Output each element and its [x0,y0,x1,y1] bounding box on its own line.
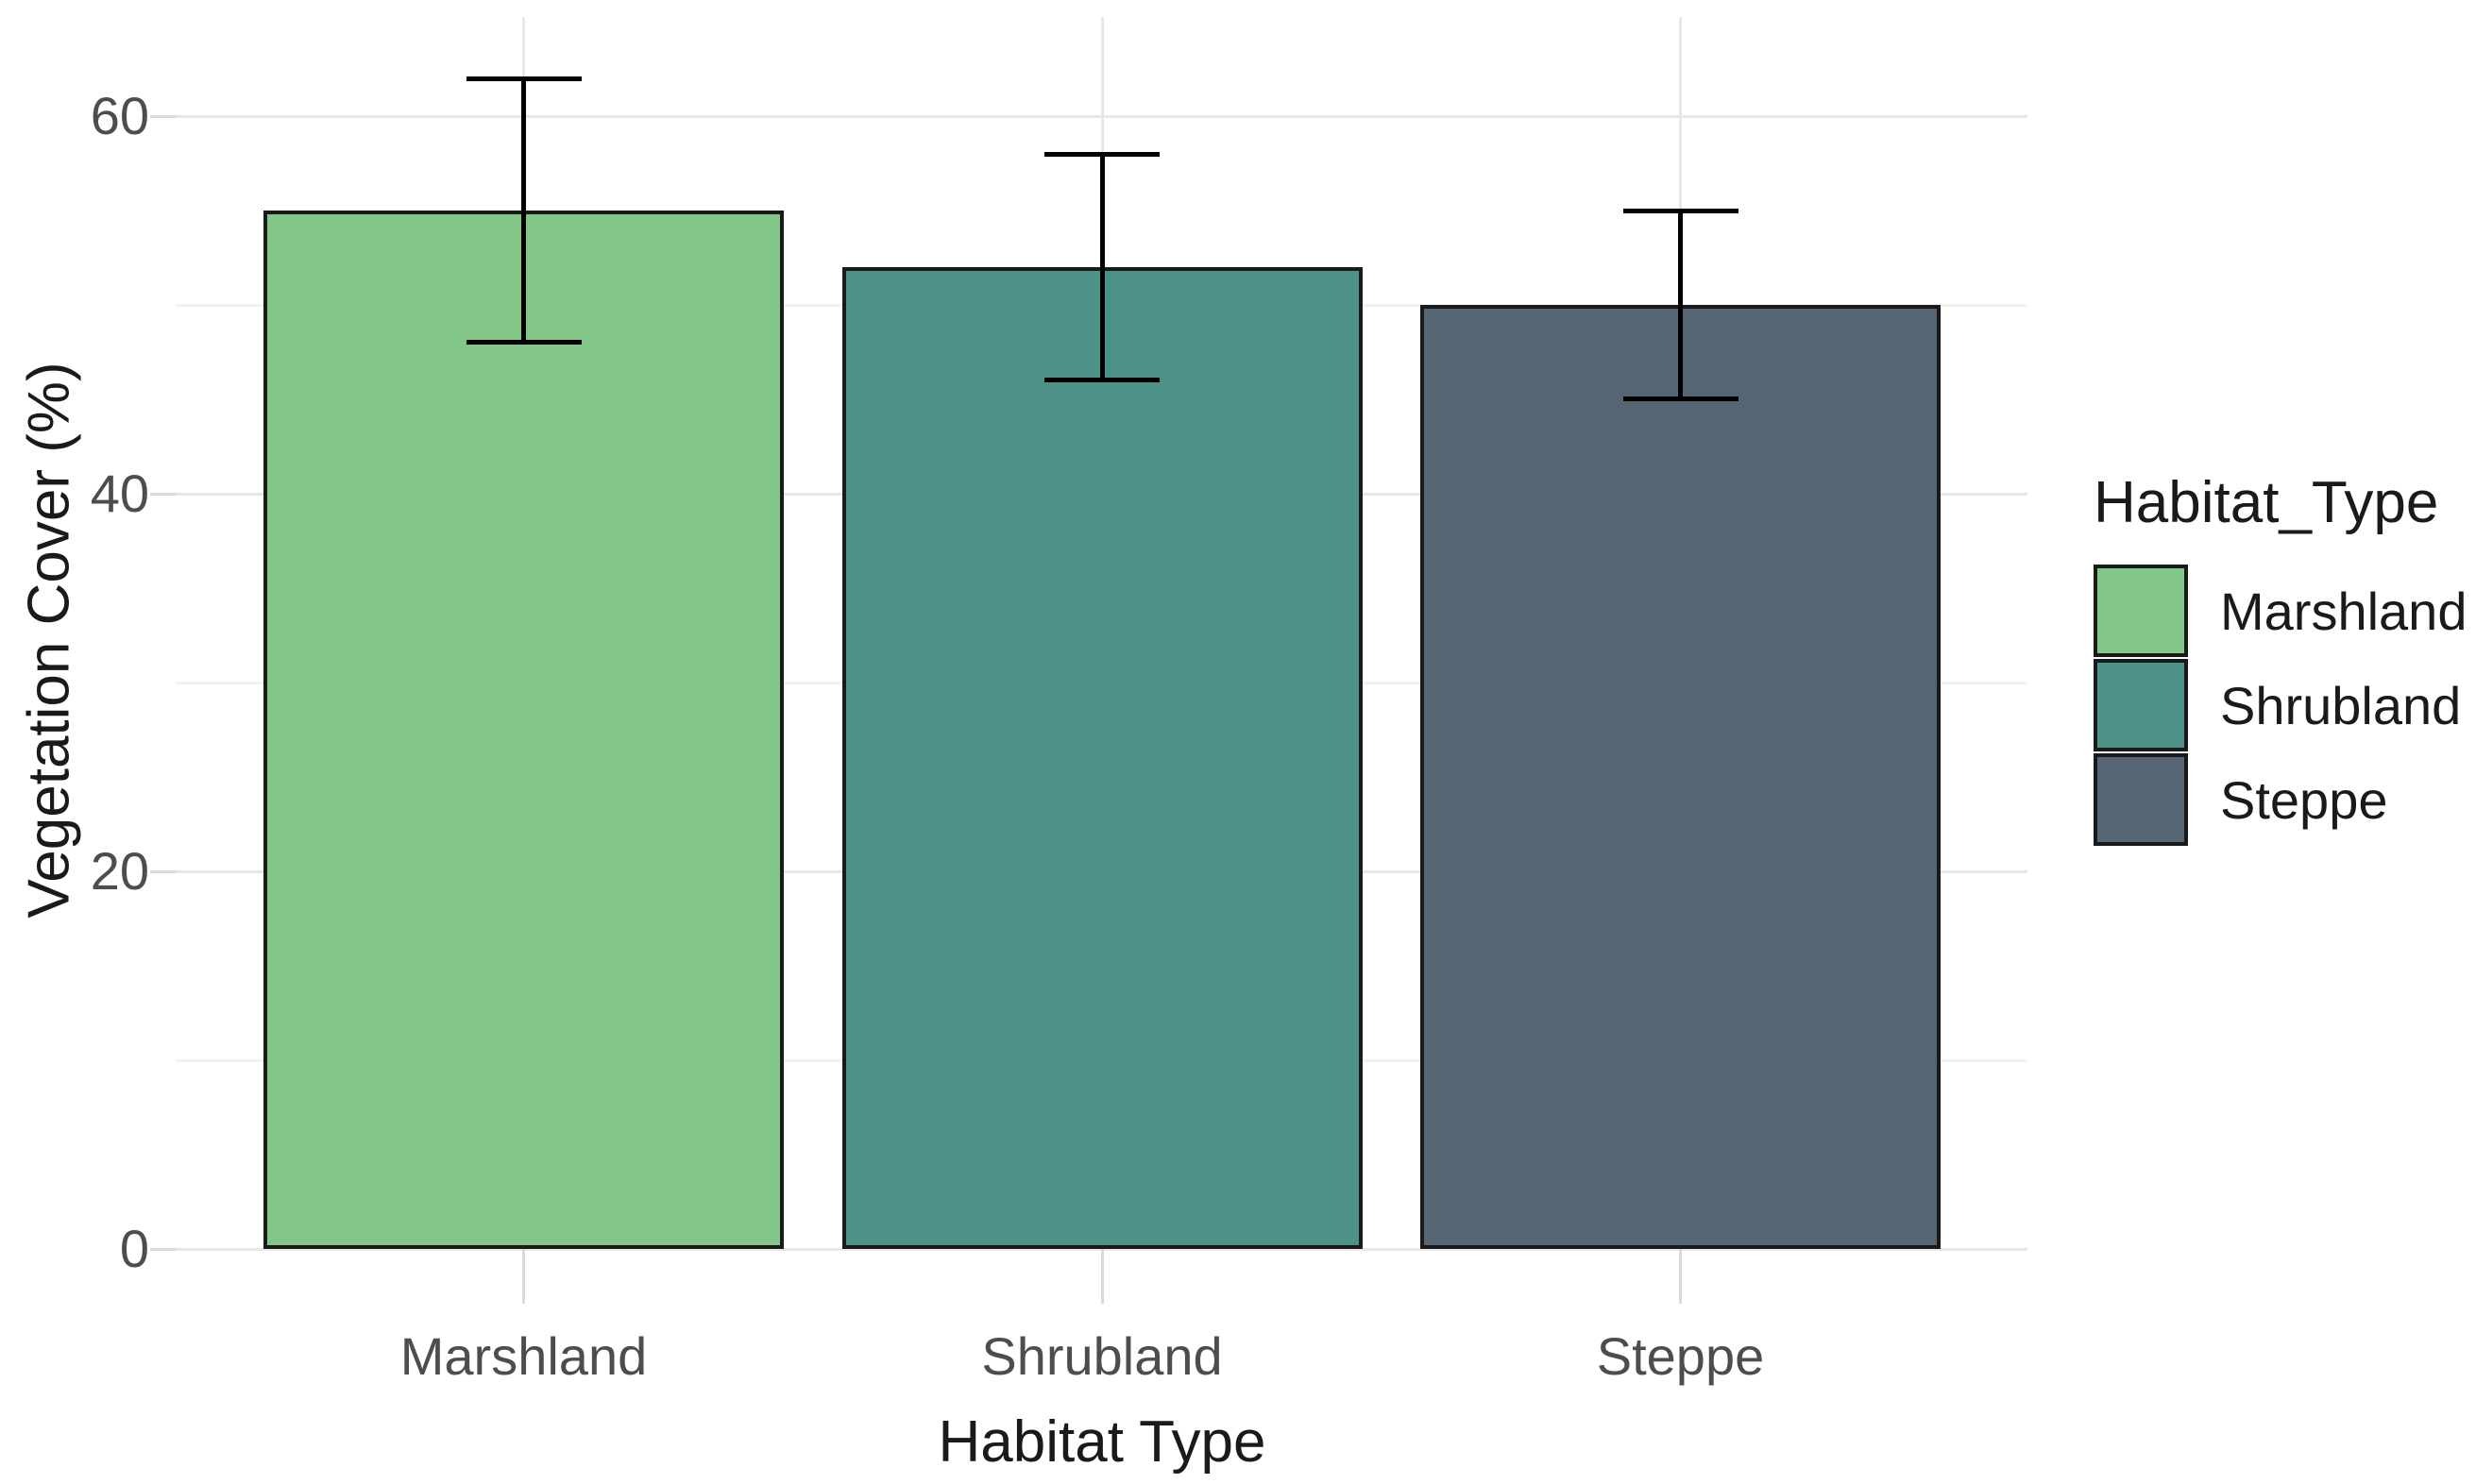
bar-shrubland [841,267,1363,1249]
x-tick [1679,1249,1682,1304]
legend-swatch-marshland [2094,565,2188,657]
bar-marshland [263,211,784,1249]
legend-row: Shrubland [2094,659,2467,751]
y-tick [150,1247,177,1251]
y-tick-label: 60 [90,86,149,145]
y-tick-label: 0 [119,1219,149,1278]
errorbar-shrubland-cap-bottom [1044,378,1160,382]
y-tick-label: 20 [90,841,149,901]
y-tick [150,869,177,873]
x-tick [1100,1249,1104,1304]
legend: Habitat_Type Marshland Shrubland Steppe [2094,470,2467,848]
errorbar-marshland-cap-bottom [466,340,582,345]
y-tick [150,492,177,496]
errorbar-shrubland-cap-top [1044,152,1160,157]
legend-swatch-steppe [2094,753,2188,846]
legend-label: Marshland [2220,581,2468,641]
legend-row: Marshland [2094,565,2467,657]
errorbar-steppe-cap-top [1622,209,1738,213]
errorbar-marshland-cap-top [466,76,582,81]
legend-entries: Marshland Shrubland Steppe [2094,565,2467,846]
x-tick-label: Marshland [399,1326,648,1386]
errorbar-steppe [1678,211,1683,399]
x-axis-title: Habitat Type [938,1409,1266,1475]
errorbar-shrubland [1099,154,1105,380]
x-tick [522,1249,525,1304]
errorbar-steppe-cap-bottom [1622,396,1738,401]
y-tick-label: 40 [90,464,149,523]
y-axis-title: Vegetation Cover (%) [16,362,82,919]
errorbar-marshland [521,78,526,343]
legend-label: Steppe [2220,769,2388,830]
legend-title: Habitat_Type [2094,470,2439,535]
legend-row: Steppe [2094,753,2467,846]
x-tick-label: Shrubland [981,1326,1223,1386]
plot-panel [177,17,2027,1251]
y-tick [150,114,177,118]
legend-swatch-shrubland [2094,659,2188,751]
legend-label: Shrubland [2220,675,2462,735]
bar-steppe [1420,305,1941,1249]
x-tick-label: Steppe [1596,1326,1765,1386]
